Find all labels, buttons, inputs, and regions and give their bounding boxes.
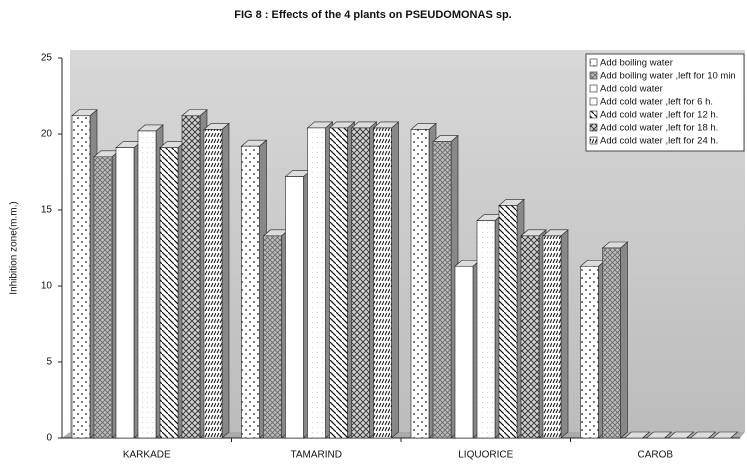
bar-pattern <box>94 156 112 439</box>
bar <box>579 259 607 439</box>
x-tick-label: TAMARIND <box>291 450 342 461</box>
bar-pattern <box>351 127 370 439</box>
bar <box>284 169 312 439</box>
bar-pattern <box>477 220 495 438</box>
bar-pattern <box>307 127 326 439</box>
plot-floor <box>62 432 745 438</box>
bar-pattern <box>521 235 539 438</box>
bar-pattern <box>373 127 392 439</box>
y-tick-label: 25 <box>41 53 53 64</box>
bar <box>645 431 673 439</box>
chart-title: FIG 8 : Effects of the 4 plants on PSEUD… <box>234 9 511 21</box>
bar <box>454 259 481 439</box>
bar <box>181 109 208 439</box>
bar <box>601 241 629 439</box>
bar-pattern <box>499 205 517 438</box>
bar <box>410 122 437 439</box>
bar <box>306 121 334 439</box>
bar-pattern <box>263 235 282 438</box>
bar-pattern <box>602 248 621 438</box>
bar-top <box>667 431 695 439</box>
bar <box>350 121 378 439</box>
bar-pattern <box>160 147 178 438</box>
legend-swatch-pattern <box>590 124 597 131</box>
bar <box>93 150 120 439</box>
bar-pattern <box>433 141 451 438</box>
bar-pattern <box>182 115 200 438</box>
bar-top <box>711 431 739 439</box>
bar <box>498 198 525 439</box>
bar <box>71 109 98 439</box>
bar <box>432 134 459 439</box>
bar-pattern <box>241 146 260 438</box>
legend-swatch-pattern <box>590 111 597 118</box>
y-tick-label: 5 <box>46 357 52 368</box>
legend-label: Add boiling water ,left for 10 min <box>600 71 736 82</box>
legend-swatch-pattern <box>590 59 597 66</box>
y-axis-label: Inhibition zone(m.m.) <box>9 201 20 294</box>
bar <box>542 229 569 439</box>
bar <box>667 431 695 439</box>
legend-swatch-pattern <box>590 137 597 144</box>
bar <box>623 431 651 439</box>
bar-pattern <box>543 235 561 438</box>
legend-label: Add boiling water <box>600 58 673 69</box>
bar <box>262 229 290 439</box>
x-tick-label: LIQUORICE <box>458 450 513 461</box>
legend-label: Add cold water ,left for 18 h. <box>600 123 718 134</box>
bar-pattern <box>455 266 473 438</box>
bar-pattern <box>285 176 304 438</box>
legend-label: Add cold water ,left for 12 h. <box>600 110 718 121</box>
y-tick-label: 10 <box>41 281 53 292</box>
legend-label: Add cold water ,left for 6 h. <box>600 97 713 108</box>
bar-pattern <box>204 129 222 438</box>
legend-box <box>585 53 745 152</box>
legend-label: Add cold water ,left for 24 h. <box>600 136 718 147</box>
plot-wall <box>70 50 745 432</box>
bar <box>711 431 739 439</box>
bar-pattern <box>72 115 90 438</box>
bar <box>520 229 547 439</box>
legend-swatch-pattern <box>590 85 597 92</box>
bar <box>689 431 717 439</box>
x-tick-label: CAROB <box>637 450 673 461</box>
bar-side <box>620 241 628 439</box>
bar-side <box>221 122 230 439</box>
legend-swatch-pattern <box>590 98 597 105</box>
x-tick-label: KARKADE <box>123 450 171 461</box>
bar <box>203 122 230 439</box>
bar-pattern <box>138 130 156 438</box>
bar <box>159 141 186 439</box>
bar <box>240 139 268 439</box>
bar-pattern <box>116 147 134 438</box>
bar-top <box>623 431 651 439</box>
bar <box>372 121 400 439</box>
bar <box>115 141 142 439</box>
y-tick-label: 0 <box>46 433 52 444</box>
bar-pattern <box>411 129 429 438</box>
bar-top <box>689 431 717 439</box>
bar <box>476 213 503 439</box>
bar-pattern <box>329 127 348 439</box>
y-tick-label: 15 <box>41 205 53 216</box>
bar-pattern <box>580 266 599 438</box>
bar <box>137 124 164 439</box>
bar-side <box>391 121 399 439</box>
bar-side <box>560 229 569 439</box>
bar-top <box>645 431 673 439</box>
legend-swatch-pattern <box>590 72 597 79</box>
bar <box>328 121 356 439</box>
legend-label: Add cold water <box>600 84 663 95</box>
y-tick-label: 20 <box>41 129 53 140</box>
